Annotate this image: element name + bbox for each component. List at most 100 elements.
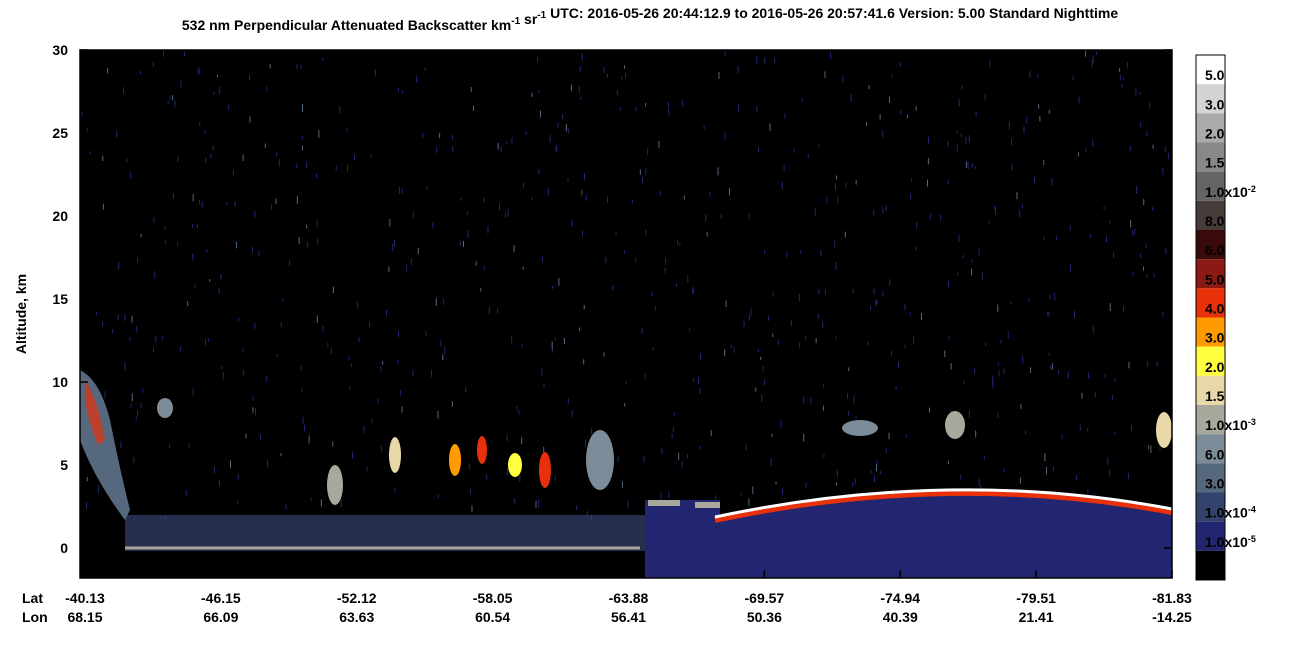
noise-speck xyxy=(371,418,373,423)
noise-speck xyxy=(480,287,482,292)
noise-speck xyxy=(507,208,509,217)
noise-speck xyxy=(673,412,675,416)
noise-speck xyxy=(1055,235,1057,241)
noise-speck xyxy=(837,197,839,204)
noise-speck xyxy=(393,239,395,247)
noise-speck xyxy=(645,103,647,107)
noise-speck xyxy=(470,87,472,92)
noise-speck xyxy=(757,348,759,353)
noise-speck xyxy=(762,366,764,372)
noise-speck xyxy=(335,165,337,171)
noise-speck xyxy=(1075,475,1077,480)
noise-speck xyxy=(412,211,414,218)
noise-speck xyxy=(168,444,170,449)
noise-speck xyxy=(676,283,678,287)
noise-speck xyxy=(1143,266,1145,271)
noise-speck xyxy=(980,484,982,489)
noise-speck xyxy=(1087,489,1089,494)
noise-speck xyxy=(818,288,820,295)
noise-speck xyxy=(531,92,533,97)
noise-speck xyxy=(271,204,273,210)
noise-speck xyxy=(1109,303,1111,311)
noise-speck xyxy=(318,130,320,138)
noise-speck xyxy=(772,291,774,298)
noise-speck xyxy=(873,209,875,217)
noise-speck xyxy=(188,443,190,448)
noise-speck xyxy=(661,447,663,455)
noise-speck xyxy=(1127,61,1129,69)
colorbar-label: 1.0x10-5 xyxy=(1205,534,1256,550)
noise-speck xyxy=(443,298,445,305)
noise-speck xyxy=(1140,121,1142,128)
noise-speck xyxy=(1121,83,1123,88)
noise-speck xyxy=(1028,298,1030,303)
colorbar-segment xyxy=(1196,113,1225,143)
title-text: UTC: 2016-05-26 20:44:12.9 to 2016-05-26… xyxy=(546,5,1118,21)
noise-speck xyxy=(296,63,298,70)
noise-speck xyxy=(1029,70,1031,78)
noise-speck xyxy=(436,146,438,153)
noise-speck xyxy=(755,387,757,392)
ocean xyxy=(715,492,1172,578)
noise-speck xyxy=(130,171,132,179)
colorbar-label-text: 3.0 xyxy=(1205,330,1225,346)
noise-speck xyxy=(192,253,194,261)
noise-speck xyxy=(81,111,83,117)
noise-speck xyxy=(107,67,109,74)
noise-speck xyxy=(402,90,404,95)
noise-speck xyxy=(781,181,783,190)
noise-speck xyxy=(927,157,929,165)
x-row-label: Lat xyxy=(22,590,43,606)
noise-speck xyxy=(773,57,775,64)
noise-layer xyxy=(80,50,1169,522)
noise-speck xyxy=(994,205,996,210)
noise-speck xyxy=(655,306,657,311)
noise-speck xyxy=(164,240,166,245)
noise-speck xyxy=(1069,264,1071,272)
noise-speck xyxy=(581,53,583,61)
title-text: 532 nm Perpendicular Attenuated Backscat… xyxy=(182,17,511,33)
noise-speck xyxy=(340,499,342,508)
noise-speck xyxy=(397,359,399,364)
noise-speck xyxy=(775,481,777,485)
noise-speck xyxy=(302,136,304,140)
colorbar-segment xyxy=(1196,550,1225,580)
noise-speck xyxy=(389,219,391,227)
noise-speck xyxy=(748,498,750,506)
cloud xyxy=(695,502,720,508)
noise-speck xyxy=(826,196,828,204)
noise-speck xyxy=(1085,50,1087,57)
noise-speck xyxy=(332,286,334,294)
noise-speck xyxy=(192,224,194,229)
title-text: sr xyxy=(520,11,538,27)
noise-speck xyxy=(978,248,980,257)
noise-speck xyxy=(467,230,469,238)
noise-speck xyxy=(764,379,766,386)
noise-speck xyxy=(1043,160,1045,165)
noise-speck xyxy=(665,257,667,265)
noise-speck xyxy=(469,487,471,495)
title-superscript: -1 xyxy=(511,16,520,27)
noise-speck xyxy=(1162,167,1164,175)
noise-speck xyxy=(513,245,515,253)
noise-speck xyxy=(95,312,97,316)
noise-speck xyxy=(1025,430,1027,435)
noise-speck xyxy=(1079,424,1081,431)
noise-speck xyxy=(172,95,174,101)
noise-speck xyxy=(1091,59,1093,68)
noise-speck xyxy=(605,256,607,264)
noise-speck xyxy=(198,199,200,205)
noise-speck xyxy=(197,70,199,75)
noise-speck xyxy=(131,393,133,402)
noise-speck xyxy=(1090,233,1092,238)
noise-speck xyxy=(834,240,836,248)
noise-speck xyxy=(1107,457,1109,465)
noise-speck xyxy=(635,257,637,263)
noise-speck xyxy=(554,337,556,341)
noise-speck xyxy=(416,75,418,83)
noise-speck xyxy=(870,470,872,474)
noise-speck xyxy=(1043,236,1045,241)
noise-speck xyxy=(820,250,822,257)
colorbar-segment xyxy=(1196,405,1225,435)
noise-speck xyxy=(724,349,726,357)
